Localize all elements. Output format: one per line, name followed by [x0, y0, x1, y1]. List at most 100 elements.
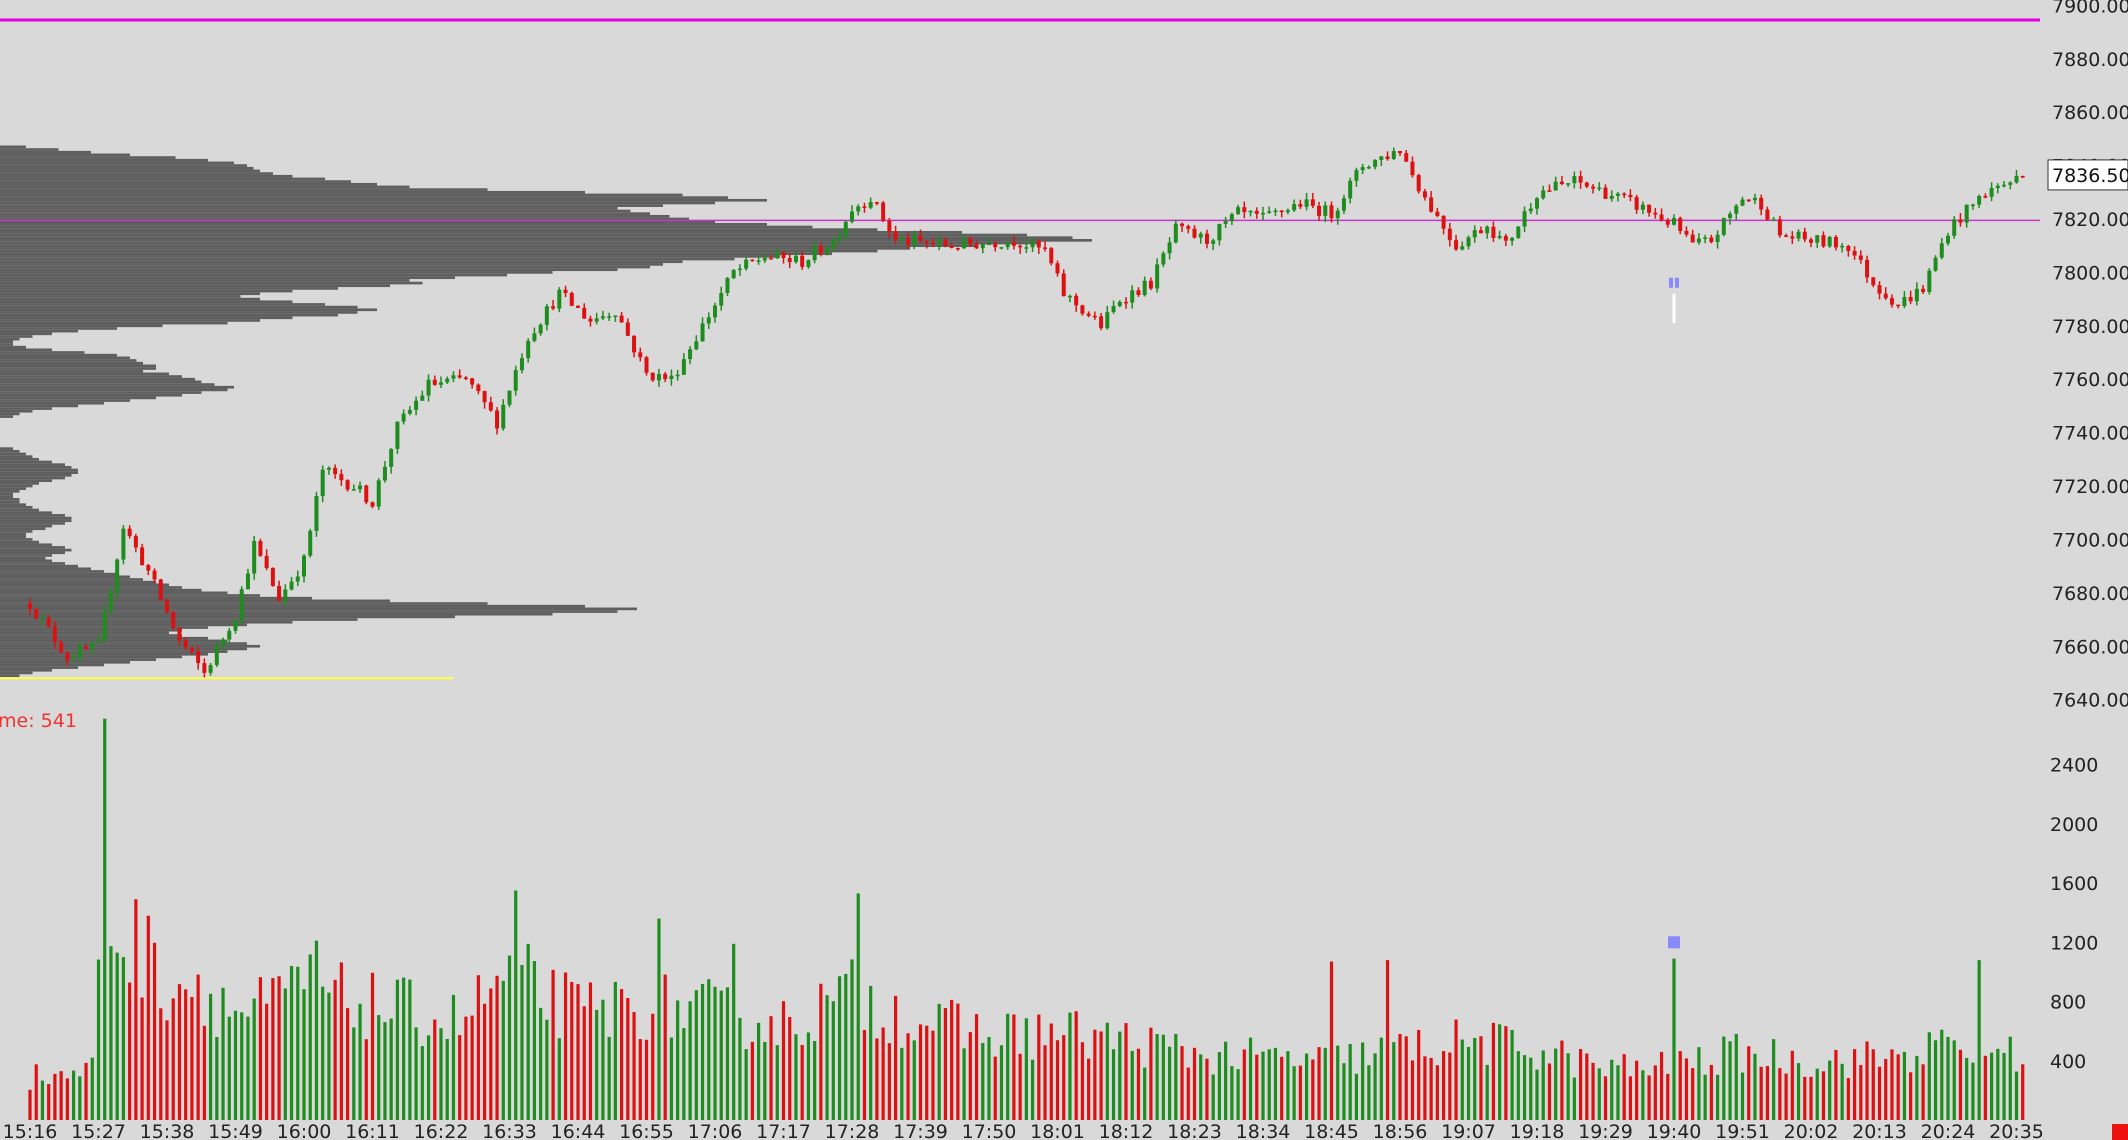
candle-body	[955, 247, 960, 250]
volume-bar	[1124, 1023, 1128, 1120]
volume-bar	[1062, 1035, 1066, 1120]
profile-row	[0, 300, 293, 304]
volume-bar	[1940, 1029, 1944, 1120]
volume-bar	[707, 979, 711, 1120]
volume-bar	[2008, 1036, 2012, 1120]
volume-bar	[1684, 1058, 1689, 1120]
candle-body	[1796, 231, 1801, 239]
profile-row	[0, 516, 72, 520]
candle-body	[1802, 231, 1807, 240]
candle-body	[1279, 210, 1284, 213]
candle-body	[793, 255, 798, 263]
candle-body	[1672, 218, 1676, 225]
profile-row	[0, 252, 832, 256]
volume-bar	[451, 994, 456, 1120]
candle-body	[1914, 288, 1919, 302]
candle-body	[1784, 235, 1789, 237]
candle-body	[2008, 182, 2013, 185]
profile-row	[0, 468, 78, 472]
volume-bar	[887, 1043, 891, 1120]
profile-row	[0, 150, 91, 154]
volume-axis[interactable]: 2400 2000 1600 1200 800 400	[2050, 755, 2098, 1073]
volume-bar	[719, 990, 723, 1120]
candle-body	[769, 258, 774, 260]
volume-bar	[1012, 1014, 1016, 1120]
last-price-box	[2047, 159, 2128, 191]
candle-body	[488, 402, 493, 411]
volume-bar	[240, 1012, 244, 1120]
volume-bar	[1522, 1055, 1527, 1120]
profile-row	[0, 220, 715, 223]
volume-bar	[1105, 1022, 1109, 1120]
profile-row	[0, 204, 663, 207]
time-tick-label: 16:33	[482, 1121, 537, 1140]
volume-readout: me: 541	[0, 710, 77, 732]
candle-body	[364, 485, 369, 503]
profile-row	[0, 359, 137, 362]
profile-row	[0, 236, 1073, 240]
time-tick-label: 20:35	[1989, 1121, 2044, 1140]
volume-bar	[134, 899, 138, 1120]
volume-bar	[215, 1036, 219, 1120]
volume-tick-label: 800	[2050, 992, 2086, 1014]
candle-body	[1902, 296, 1907, 306]
candle-body	[407, 409, 412, 414]
volume-bar	[794, 1034, 798, 1120]
profile-row	[0, 578, 143, 581]
profile-row	[0, 562, 65, 565]
candle-body	[762, 258, 767, 261]
time-axis[interactable]: 15:16 15:27 15:38 15:49 16:00 16:11 16:22 16:33…	[3, 1121, 2044, 1140]
candle-body	[937, 239, 942, 245]
candle-body	[675, 374, 680, 377]
volume-bar	[1871, 1049, 1875, 1120]
volume-bar	[1666, 1073, 1670, 1120]
volume-bar	[551, 969, 555, 1120]
volume-bar	[1329, 961, 1334, 1120]
volume-bar	[1709, 1064, 1713, 1120]
profile-row	[0, 559, 52, 563]
profile-row	[0, 145, 26, 149]
candle-body	[1298, 204, 1303, 207]
profile-row	[0, 500, 20, 504]
candle-body	[1354, 170, 1359, 181]
candle-body	[34, 608, 39, 619]
profile-row	[0, 647, 247, 651]
candle-body	[470, 378, 475, 385]
candle-body	[1615, 193, 1620, 196]
candle-body	[1740, 199, 1745, 206]
candle-body	[1559, 181, 1564, 185]
profile-row	[0, 607, 637, 611]
candle-body	[1809, 239, 1813, 243]
volume-bar	[271, 978, 275, 1120]
profile-row	[0, 487, 26, 491]
candle-body	[663, 373, 668, 380]
volume-bar	[140, 997, 144, 1120]
volume-bar	[1846, 1078, 1850, 1120]
profile-row	[0, 615, 455, 619]
price-tick-label: 7880.00	[2052, 49, 2128, 71]
time-tick-label: 15:38	[140, 1121, 195, 1140]
candle-body	[906, 238, 911, 245]
volume-bar	[358, 1003, 362, 1120]
candle-body	[719, 292, 724, 306]
volume-bar	[59, 1071, 63, 1120]
profile-row	[0, 174, 293, 178]
volume-bar	[725, 987, 730, 1120]
volume-bar	[1224, 1041, 1228, 1120]
candle-body	[563, 289, 568, 293]
candle-body	[1771, 219, 1776, 221]
price-tick-label: 7700.00	[2052, 529, 2128, 551]
volume-bar	[339, 962, 343, 1120]
candle-body	[1865, 259, 1870, 278]
profile-row	[0, 575, 130, 579]
volume-bar	[526, 943, 530, 1120]
candle-body	[463, 377, 468, 379]
volume-bar	[788, 1017, 792, 1120]
volume-bar	[402, 977, 406, 1120]
volume-bar	[943, 1008, 948, 1120]
volume-bar	[308, 954, 312, 1120]
volume-bar	[1884, 1058, 1888, 1120]
candle-body	[1447, 228, 1452, 241]
